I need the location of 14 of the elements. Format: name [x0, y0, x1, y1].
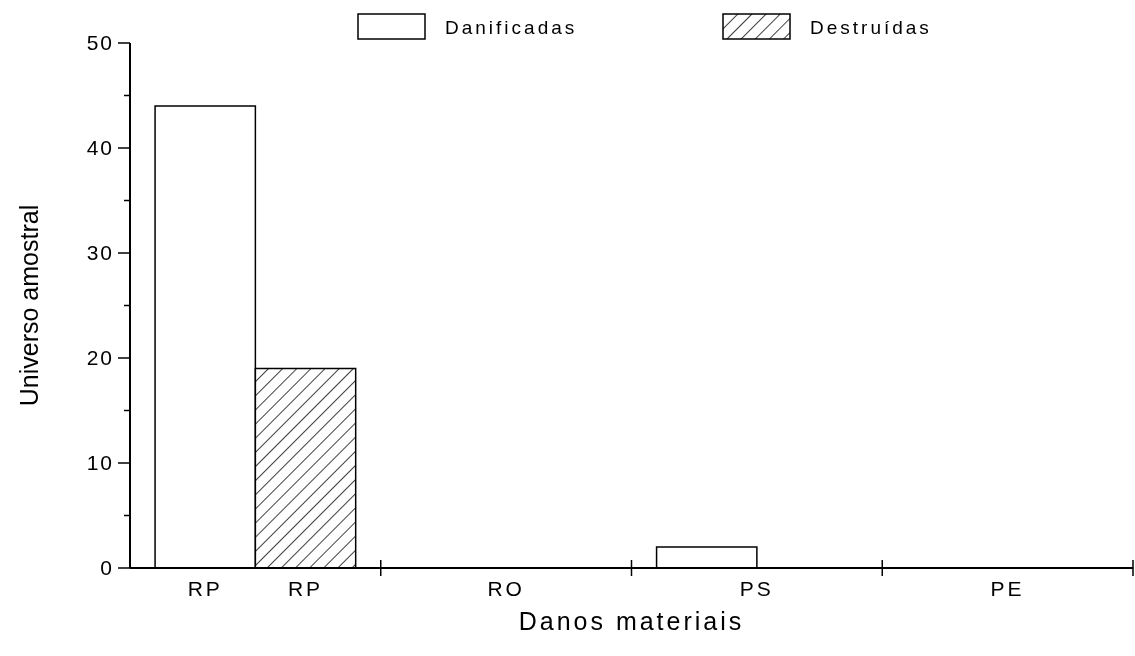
- y-tick-label: 20: [86, 346, 114, 370]
- x-tick-label: RO: [487, 577, 525, 600]
- x-axis-title: Danos materiais: [518, 607, 745, 635]
- y-tick-label: 40: [86, 136, 114, 160]
- y-tick-label: 0: [100, 556, 114, 580]
- legend-label: Destruídas: [810, 16, 932, 38]
- legend-label: Danificadas: [445, 16, 578, 38]
- x-tick-label: PE: [990, 577, 1025, 600]
- x-tick-label: PS: [739, 577, 774, 600]
- x-tick-label: RP: [287, 577, 324, 600]
- y-tick-label: 50: [86, 31, 114, 55]
- y-tick-label: 10: [86, 451, 114, 475]
- y-axis-title: Universo amostral: [15, 204, 43, 407]
- y-tick-label: 30: [86, 241, 114, 265]
